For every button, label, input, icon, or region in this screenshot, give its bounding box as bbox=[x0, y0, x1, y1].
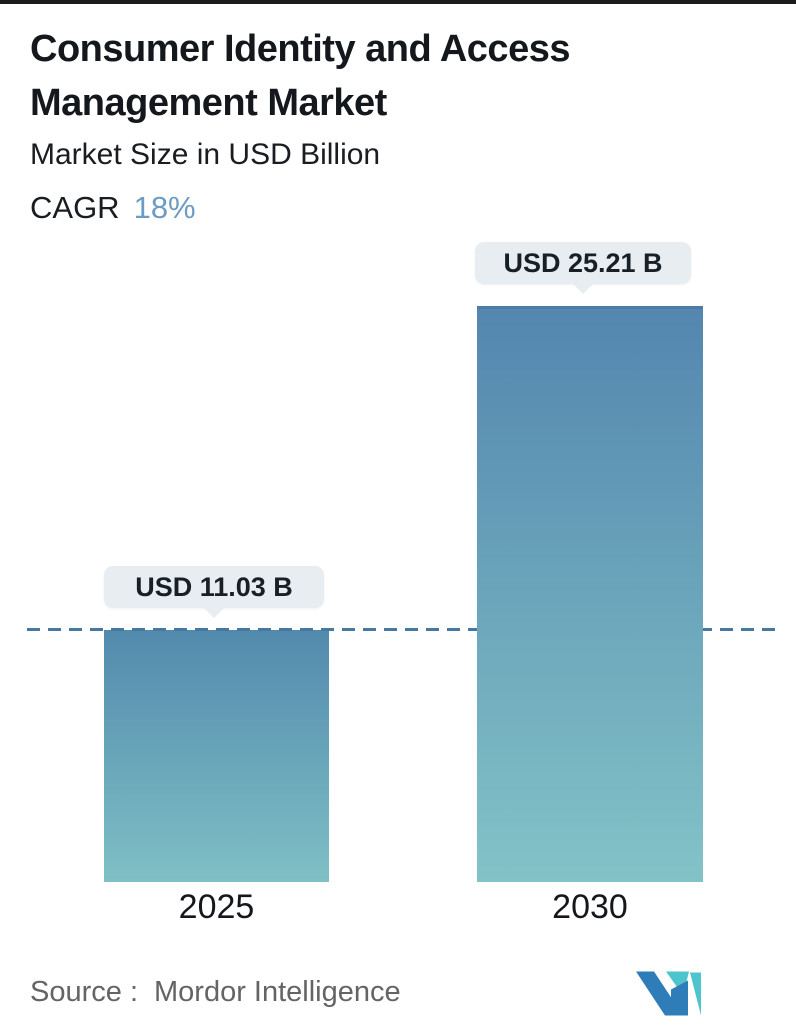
title-line-1: Consumer Identity and Access bbox=[30, 28, 570, 70]
mordor-intelligence-logo-icon bbox=[636, 971, 701, 1016]
page-title: Consumer Identity and Access Management … bbox=[30, 22, 570, 130]
x-axis-label-2025: 2025 bbox=[178, 888, 255, 926]
value-label-2030: USD 25.21 B bbox=[475, 242, 691, 284]
source-attribution: Source : Mordor Intelligence bbox=[30, 976, 401, 1009]
bar-2025[interactable] bbox=[104, 630, 329, 882]
bar-2030[interactable] bbox=[477, 306, 703, 882]
cagr-value: 18% bbox=[133, 190, 196, 225]
top-border-strip bbox=[0, 0, 796, 4]
reference-dashed-line bbox=[27, 628, 775, 631]
source-label: Source : bbox=[30, 976, 138, 1008]
value-label-2025: USD 11.03 B bbox=[104, 566, 324, 608]
cagr-row: CAGR 18% bbox=[30, 190, 196, 226]
cagr-label: CAGR bbox=[30, 190, 120, 225]
source-value: Mordor Intelligence bbox=[154, 976, 401, 1008]
x-axis-label-2030: 2030 bbox=[552, 888, 628, 926]
value-label-2025-text: USD 11.03 B bbox=[135, 571, 293, 602]
chart-subtitle: Market Size in USD Billion bbox=[30, 138, 381, 171]
title-line-2: Management Market bbox=[30, 82, 387, 124]
value-label-2030-text: USD 25.21 B bbox=[503, 247, 663, 278]
